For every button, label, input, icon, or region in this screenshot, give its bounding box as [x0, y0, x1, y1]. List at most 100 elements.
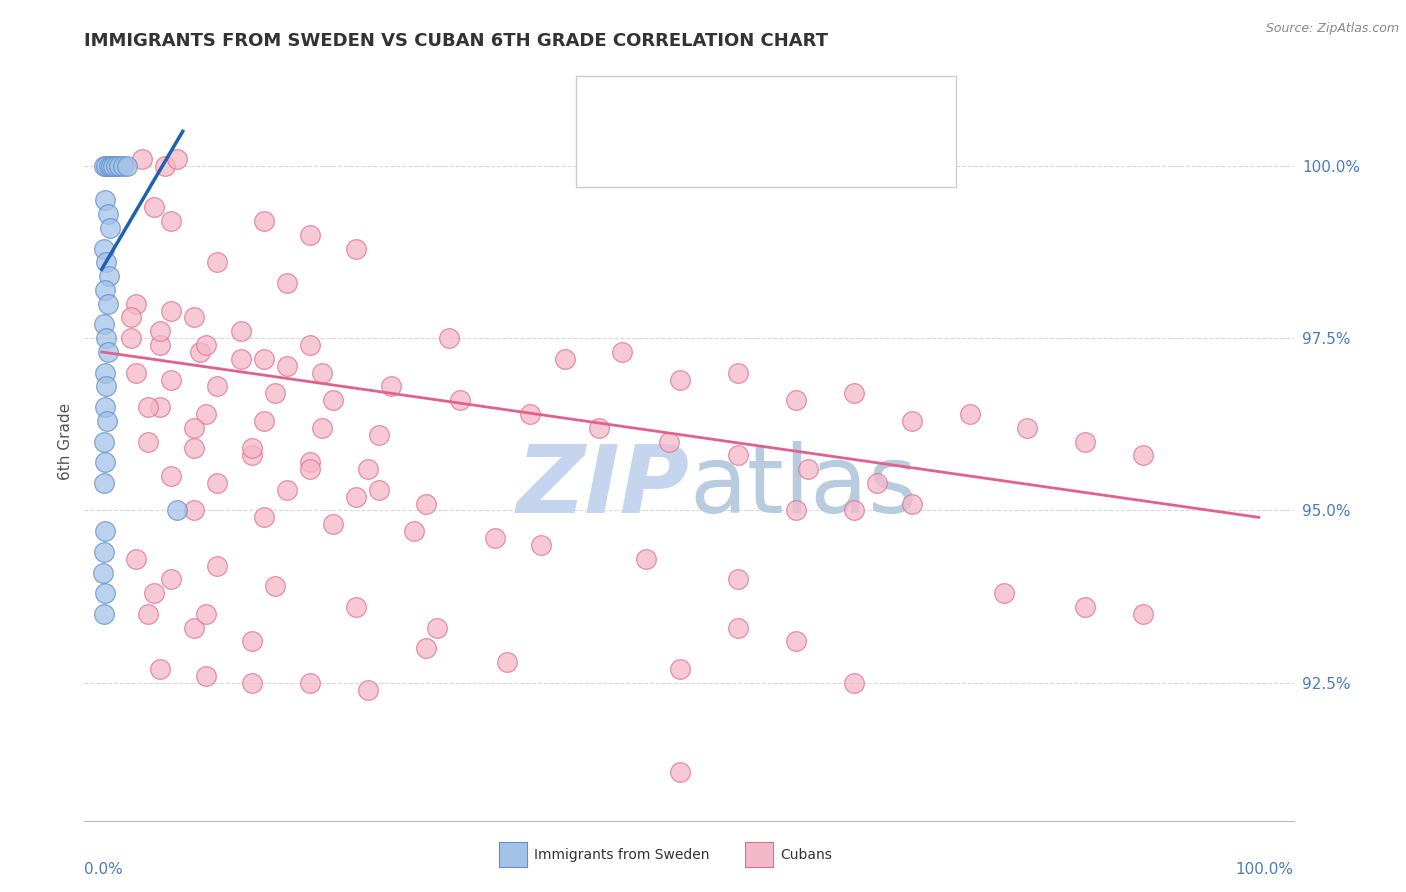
Point	[229, 324, 252, 338]
Point	[194, 338, 217, 352]
Point	[727, 621, 749, 635]
Point	[93, 366, 115, 380]
Point	[96, 379, 118, 393]
Point	[96, 159, 118, 173]
Point	[727, 366, 749, 380]
Point	[380, 379, 402, 393]
Point	[357, 462, 380, 476]
Point	[96, 207, 118, 221]
Point	[253, 510, 276, 524]
Point	[796, 462, 818, 476]
Point	[125, 296, 148, 310]
Point	[98, 220, 121, 235]
Point	[94, 455, 117, 469]
Point	[298, 455, 321, 469]
Point	[588, 421, 610, 435]
Point	[404, 524, 426, 538]
Point	[357, 682, 380, 697]
Point	[125, 366, 148, 380]
Point	[96, 296, 118, 310]
Text: 100.0%: 100.0%	[1236, 863, 1294, 878]
Point	[148, 338, 170, 352]
Point	[240, 675, 263, 690]
Point	[94, 331, 117, 345]
Point	[1017, 421, 1039, 435]
Point	[276, 359, 298, 373]
Point	[96, 345, 118, 359]
Point	[785, 393, 807, 408]
Text: Cubans: Cubans	[780, 847, 832, 862]
Point	[1132, 448, 1154, 462]
Point	[183, 503, 205, 517]
Point	[530, 538, 553, 552]
Point	[160, 573, 183, 587]
Point	[93, 586, 115, 600]
Point	[437, 331, 460, 345]
Point	[96, 414, 118, 428]
Point	[93, 475, 115, 490]
Point	[276, 483, 298, 497]
Point	[142, 586, 165, 600]
Point	[727, 573, 749, 587]
Text: 33: 33	[803, 100, 834, 118]
Point	[160, 469, 183, 483]
Text: 108: 108	[803, 152, 841, 169]
Text: Source: ZipAtlas.com: Source: ZipAtlas.com	[1265, 22, 1399, 36]
Point	[125, 551, 148, 566]
Point	[93, 318, 115, 332]
Point	[188, 345, 211, 359]
Point	[93, 545, 115, 559]
Point	[426, 621, 449, 635]
Point	[93, 566, 115, 580]
Point	[669, 372, 692, 386]
Point	[253, 214, 276, 228]
Point	[97, 269, 120, 284]
Point	[785, 634, 807, 648]
Point	[658, 434, 681, 449]
Text: 0.0%: 0.0%	[84, 863, 124, 878]
Point	[368, 427, 391, 442]
Point	[298, 227, 321, 242]
Point	[94, 283, 117, 297]
Point	[120, 331, 142, 345]
Point	[484, 531, 506, 545]
Point	[900, 414, 922, 428]
Point	[93, 607, 115, 621]
Point	[115, 159, 138, 173]
Point	[120, 310, 142, 325]
Point	[1074, 434, 1097, 449]
Point	[194, 407, 217, 421]
Text: Immigrants from Sweden: Immigrants from Sweden	[534, 847, 710, 862]
Point	[108, 159, 131, 173]
Point	[194, 607, 217, 621]
Point	[554, 351, 576, 366]
Point	[866, 475, 889, 490]
Point	[842, 503, 865, 517]
Point	[322, 517, 344, 532]
Text: N =: N =	[756, 100, 793, 118]
Point	[183, 310, 205, 325]
Point	[612, 345, 634, 359]
Point	[148, 324, 170, 338]
Point	[160, 303, 183, 318]
Point	[240, 634, 263, 648]
Point	[142, 200, 165, 214]
Point	[298, 462, 321, 476]
Point	[842, 386, 865, 401]
Point	[727, 448, 749, 462]
Point	[415, 641, 437, 656]
Point	[160, 372, 183, 386]
Point	[131, 152, 153, 166]
Point	[136, 400, 159, 414]
Point	[322, 393, 344, 408]
Point	[103, 159, 125, 173]
Point	[207, 558, 229, 573]
Point	[183, 621, 205, 635]
Point	[160, 214, 183, 228]
Point	[93, 159, 115, 173]
Point	[634, 551, 657, 566]
Point	[155, 159, 177, 173]
Point	[344, 599, 367, 614]
Point	[93, 434, 115, 449]
Point	[93, 242, 115, 256]
